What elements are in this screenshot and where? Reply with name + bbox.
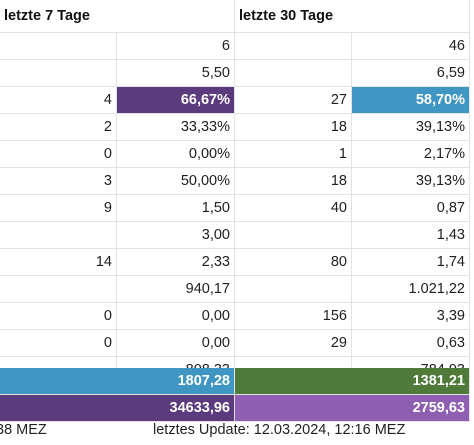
value-7-days-cell[interactable]: 2,33: [117, 249, 235, 276]
count-30-days-cell[interactable]: 40: [235, 195, 352, 222]
table-row: 9 1,50 40 0,87: [0, 195, 474, 222]
value-7-days-cell[interactable]: 940,17: [117, 276, 235, 303]
value-7-days-cell[interactable]: 5,50: [117, 60, 235, 87]
value-30-days-cell[interactable]: 3,39: [352, 303, 470, 330]
table-row: 6 46: [0, 33, 474, 60]
value-30-days-cell[interactable]: 39,13%: [352, 114, 470, 141]
value-30-days-cell[interactable]: 6,59: [352, 60, 470, 87]
count-7-days-cell[interactable]: 14: [0, 249, 117, 276]
value-7-days-cell[interactable]: 50,00%: [117, 168, 235, 195]
table-row: 14 2,33 80 1,74: [0, 249, 474, 276]
table-row: 0 0,00 29 0,63: [0, 330, 474, 357]
value-30-days-cell[interactable]: 0,87: [352, 195, 470, 222]
count-7-days-cell[interactable]: 2: [0, 114, 117, 141]
value-7-days-cell[interactable]: 0,00: [117, 330, 235, 357]
count-30-days-cell[interactable]: 80: [235, 249, 352, 276]
count-30-days-cell[interactable]: 1: [235, 141, 352, 168]
last-update-text: letztes Update: 12.03.2024, 12:16 MEZ: [153, 422, 406, 438]
value-7-days-cell[interactable]: 33,33%: [117, 114, 235, 141]
value-30-days-cell[interactable]: 2,17%: [352, 141, 470, 168]
header-last-30-days: letzte 30 Tage: [235, 0, 470, 33]
value-30-days-cell[interactable]: 1,74: [352, 249, 470, 276]
value-7-days-cell[interactable]: 1,50: [117, 195, 235, 222]
count-7-days-cell[interactable]: 4: [0, 87, 117, 114]
grand-total-7-days-cell[interactable]: 34633,96: [0, 395, 235, 422]
value-30-days-cell[interactable]: 46: [352, 33, 470, 60]
header-last-7-days: letzte 7 Tage: [0, 0, 235, 33]
count-7-days-cell[interactable]: [0, 222, 117, 249]
count-7-days-cell[interactable]: [0, 60, 117, 87]
table-row: 3 50,00% 18 39,13%: [0, 168, 474, 195]
table-row: 3,00 1,43: [0, 222, 474, 249]
total-7-days-cell[interactable]: 1807,28: [0, 368, 235, 395]
count-7-days-cell[interactable]: 0: [0, 330, 117, 357]
value-7-days-cell[interactable]: 66,67%: [117, 87, 235, 114]
count-30-days-cell[interactable]: 18: [235, 168, 352, 195]
count-30-days-cell[interactable]: 156: [235, 303, 352, 330]
value-7-days-cell[interactable]: 0,00%: [117, 141, 235, 168]
count-30-days-cell[interactable]: [235, 60, 352, 87]
value-30-days-cell[interactable]: 1,43: [352, 222, 470, 249]
table-row: 0 0,00 156 3,39: [0, 303, 474, 330]
count-30-days-cell[interactable]: [235, 33, 352, 60]
total-30-days-cell[interactable]: 1381,21: [235, 368, 470, 395]
value-7-days-cell[interactable]: 6: [117, 33, 235, 60]
count-7-days-cell[interactable]: 0: [0, 141, 117, 168]
value-30-days-cell[interactable]: 0,63: [352, 330, 470, 357]
table-row: 4 66,67% 27 58,70%: [0, 87, 474, 114]
value-30-days-cell[interactable]: 1.021,22: [352, 276, 470, 303]
count-7-days-cell[interactable]: 9: [0, 195, 117, 222]
total-row-1: 1807,28 1381,21: [0, 368, 474, 395]
count-30-days-cell[interactable]: [235, 276, 352, 303]
table-row: 2 33,33% 18 39,13%: [0, 114, 474, 141]
count-30-days-cell[interactable]: 18: [235, 114, 352, 141]
footer-left-fragment: 38 MEZ: [0, 422, 47, 438]
count-30-days-cell[interactable]: 29: [235, 330, 352, 357]
value-7-days-cell[interactable]: 0,00: [117, 303, 235, 330]
count-7-days-cell[interactable]: [0, 276, 117, 303]
count-7-days-cell[interactable]: [0, 33, 117, 60]
count-30-days-cell[interactable]: 27: [235, 87, 352, 114]
value-30-days-cell[interactable]: 39,13%: [352, 168, 470, 195]
grand-total-30-days-cell[interactable]: 2759,63: [235, 395, 470, 422]
table-row: 0 0,00% 1 2,17%: [0, 141, 474, 168]
total-row-2: 34633,96 2759,63: [0, 395, 474, 422]
count-7-days-cell[interactable]: 3: [0, 168, 117, 195]
value-7-days-cell[interactable]: 3,00: [117, 222, 235, 249]
table-row: 940,17 1.021,22: [0, 276, 474, 303]
footer: 38 MEZ letztes Update: 12.03.2024, 12:16…: [0, 420, 474, 442]
table-row: 5,50 6,59: [0, 60, 474, 87]
count-7-days-cell[interactable]: 0: [0, 303, 117, 330]
count-30-days-cell[interactable]: [235, 222, 352, 249]
value-30-days-cell[interactable]: 58,70%: [352, 87, 470, 114]
